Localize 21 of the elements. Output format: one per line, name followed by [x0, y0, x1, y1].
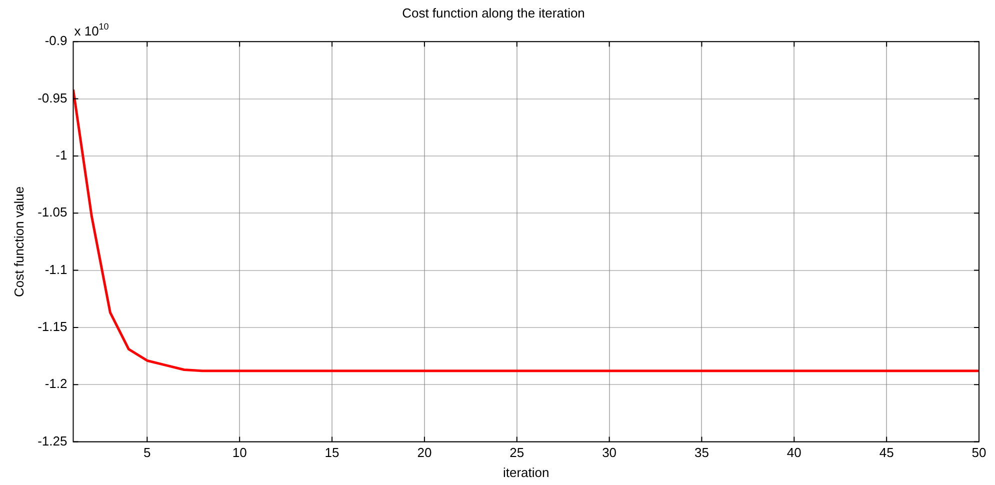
y-tick-label: -1.1 [44, 262, 68, 277]
y-tick-label: -0.9 [44, 33, 68, 48]
y-tick-label: -1.2 [44, 376, 68, 392]
x-tick-label: 35 [694, 445, 709, 460]
x-tick-label: 40 [786, 445, 802, 460]
x-tick-label: 25 [510, 445, 524, 460]
x-tick-label: 5 [144, 445, 151, 460]
x-tick-label: 20 [417, 445, 432, 460]
x-tick-label: 50 [972, 445, 986, 460]
y-tick-label: -0.95 [38, 90, 68, 106]
y-tick-label: -1 [56, 148, 68, 163]
x-tick-label: 45 [879, 445, 894, 460]
x-tick-label: 10 [232, 445, 247, 460]
x-tick-label: 15 [324, 445, 340, 460]
x-tick-label: 30 [602, 445, 617, 460]
chart-title: Cost function along the iteration [402, 5, 585, 20]
y-axis-title: Cost function value [11, 186, 26, 297]
y-tick-label: -1.05 [38, 204, 68, 220]
y-tick-label: -1.15 [38, 319, 68, 334]
y-tick-label: -1.25 [38, 433, 68, 448]
x-axis-title: iteration [502, 464, 550, 480]
